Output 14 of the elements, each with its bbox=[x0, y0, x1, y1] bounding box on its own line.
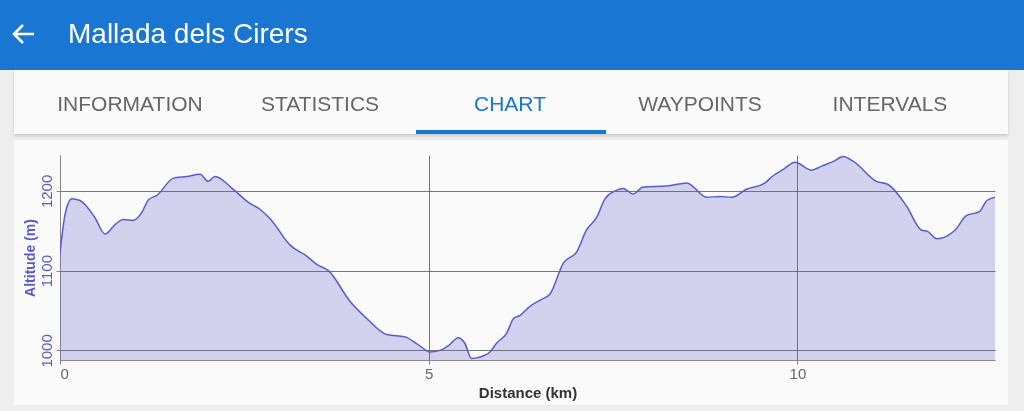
y-axis-title: Altitude (m) bbox=[21, 219, 38, 297]
x-axis-title: Distance (km) bbox=[478, 383, 578, 401]
x-tick-label: 0 bbox=[60, 364, 69, 382]
text: WAYPOINTS bbox=[638, 92, 762, 116]
text: CHART bbox=[474, 92, 546, 116]
x-tick-label: 5 bbox=[425, 364, 434, 382]
chart-title: Mallada dels Cirers bbox=[68, 18, 308, 50]
y-tick-label: 1200 bbox=[37, 174, 55, 209]
x-tick-label: 10 bbox=[789, 364, 807, 382]
y-tick-label: 1100 bbox=[37, 255, 55, 288]
text: INFORMATION bbox=[57, 92, 203, 116]
y-tick-label: 1000 bbox=[37, 334, 55, 368]
text: STATISTICS bbox=[260, 92, 380, 116]
text: INTERVALS bbox=[832, 92, 948, 116]
